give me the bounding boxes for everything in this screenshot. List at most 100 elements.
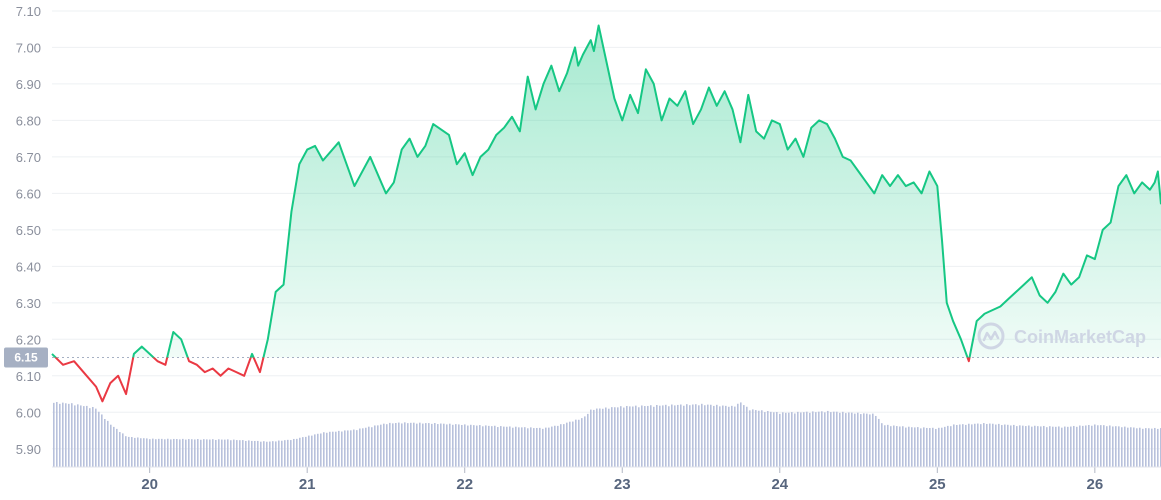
- reference-price-label: 6.15: [4, 347, 48, 368]
- y-tick-label: 5.90: [16, 442, 41, 457]
- volume-bar: [893, 425, 895, 467]
- volume-bar: [524, 427, 526, 467]
- volume-bar: [332, 431, 334, 467]
- volume-bar: [443, 423, 445, 467]
- volume-bar: [512, 427, 514, 467]
- volume-bar: [758, 410, 760, 467]
- volume-bar: [242, 440, 244, 467]
- reference-price-label-text: 6.15: [14, 351, 38, 365]
- volume-bar: [620, 406, 622, 467]
- volume-bar: [230, 440, 232, 467]
- y-tick-label: 6.60: [16, 186, 41, 201]
- y-tick-label: 6.90: [16, 77, 41, 92]
- volume-bar: [578, 419, 580, 467]
- volume-bar: [1139, 427, 1141, 467]
- volume-bar: [515, 426, 517, 467]
- volume-bar: [641, 405, 643, 467]
- volume-bar: [152, 438, 154, 467]
- volume-bar: [314, 434, 316, 467]
- volume-bar: [728, 406, 730, 467]
- volume-bar: [494, 425, 496, 467]
- price-line[interactable]: [51, 24, 1161, 403]
- volume-bar: [491, 426, 493, 467]
- price-line-above[interactable]: [51, 24, 1161, 402]
- volume-bar: [485, 425, 487, 467]
- volume-bar: [467, 425, 469, 467]
- volume-bar: [563, 424, 565, 467]
- volume-bar: [989, 423, 991, 467]
- volume-bar: [263, 441, 265, 467]
- volume-bar: [110, 424, 112, 467]
- volume-bar: [1145, 428, 1147, 467]
- volume-bar: [59, 403, 61, 467]
- volume-bar: [122, 433, 124, 467]
- volume-bar: [233, 439, 235, 467]
- volume-bar: [518, 427, 520, 467]
- price-area-fill: [52, 25, 1161, 358]
- volume-bar: [428, 423, 430, 467]
- volume-bar: [599, 408, 601, 467]
- price-line-below[interactable]: [52, 26, 1161, 403]
- coinmarketcap-logo-icon: [977, 322, 1005, 350]
- volume-bar: [1046, 427, 1048, 467]
- volume-bar: [1127, 427, 1129, 467]
- volume-bar: [368, 426, 370, 467]
- volume-bar: [1124, 426, 1126, 467]
- volume-bar: [1019, 425, 1021, 467]
- volume-bar: [1103, 425, 1105, 467]
- volume-bar: [779, 413, 781, 467]
- volume-bar: [374, 425, 376, 467]
- volume-bar: [689, 405, 691, 467]
- volume-bar: [449, 423, 451, 467]
- volume-bar: [872, 413, 874, 467]
- volume-bar: [311, 435, 313, 467]
- volume-bar: [812, 411, 814, 467]
- volume-bar: [1034, 425, 1036, 467]
- volume-bar: [830, 412, 832, 467]
- volume-bar: [419, 422, 421, 467]
- volume-bar: [623, 407, 625, 467]
- volume-bar: [1118, 426, 1120, 467]
- volume-bar: [275, 441, 277, 467]
- volume-bar: [800, 412, 802, 467]
- volume-bar: [293, 438, 295, 467]
- y-tick-label: 7.00: [16, 40, 41, 55]
- volume-bar: [647, 405, 649, 467]
- volume-bar: [974, 423, 976, 467]
- volume-bar: [431, 423, 433, 467]
- volume-bar: [971, 424, 973, 467]
- volume-bar: [668, 406, 670, 467]
- volume-bar: [1052, 426, 1054, 467]
- volume-bar: [296, 438, 298, 467]
- volume-bar: [461, 424, 463, 467]
- volume-bar: [929, 428, 931, 467]
- volume-bar: [911, 427, 913, 467]
- watermark-text: CoinMarketCap: [1014, 327, 1146, 347]
- volume-bar: [545, 427, 547, 467]
- volume-bar: [323, 432, 325, 467]
- volume-bar: [701, 403, 703, 467]
- volume-bar: [1013, 424, 1015, 467]
- volume-bar: [506, 426, 508, 467]
- volume-bar: [695, 404, 697, 467]
- volume-bar: [101, 414, 103, 467]
- volume-bar: [104, 419, 106, 467]
- volume-bar: [863, 413, 865, 467]
- volume-bar: [470, 424, 472, 467]
- volume-bar: [998, 423, 1000, 467]
- volume-bar: [884, 425, 886, 467]
- volume-bar: [608, 408, 610, 467]
- volume-bar: [1094, 424, 1096, 467]
- volume-bar: [488, 425, 490, 467]
- volume-bar: [92, 406, 94, 467]
- volume-bar: [278, 440, 280, 467]
- volume-bar: [713, 405, 715, 467]
- volume-bar: [902, 426, 904, 467]
- volume-bar: [653, 406, 655, 467]
- volume-bar: [959, 424, 961, 467]
- volume-bar: [782, 412, 784, 467]
- volume-bar: [329, 431, 331, 467]
- volume-bar: [950, 426, 952, 467]
